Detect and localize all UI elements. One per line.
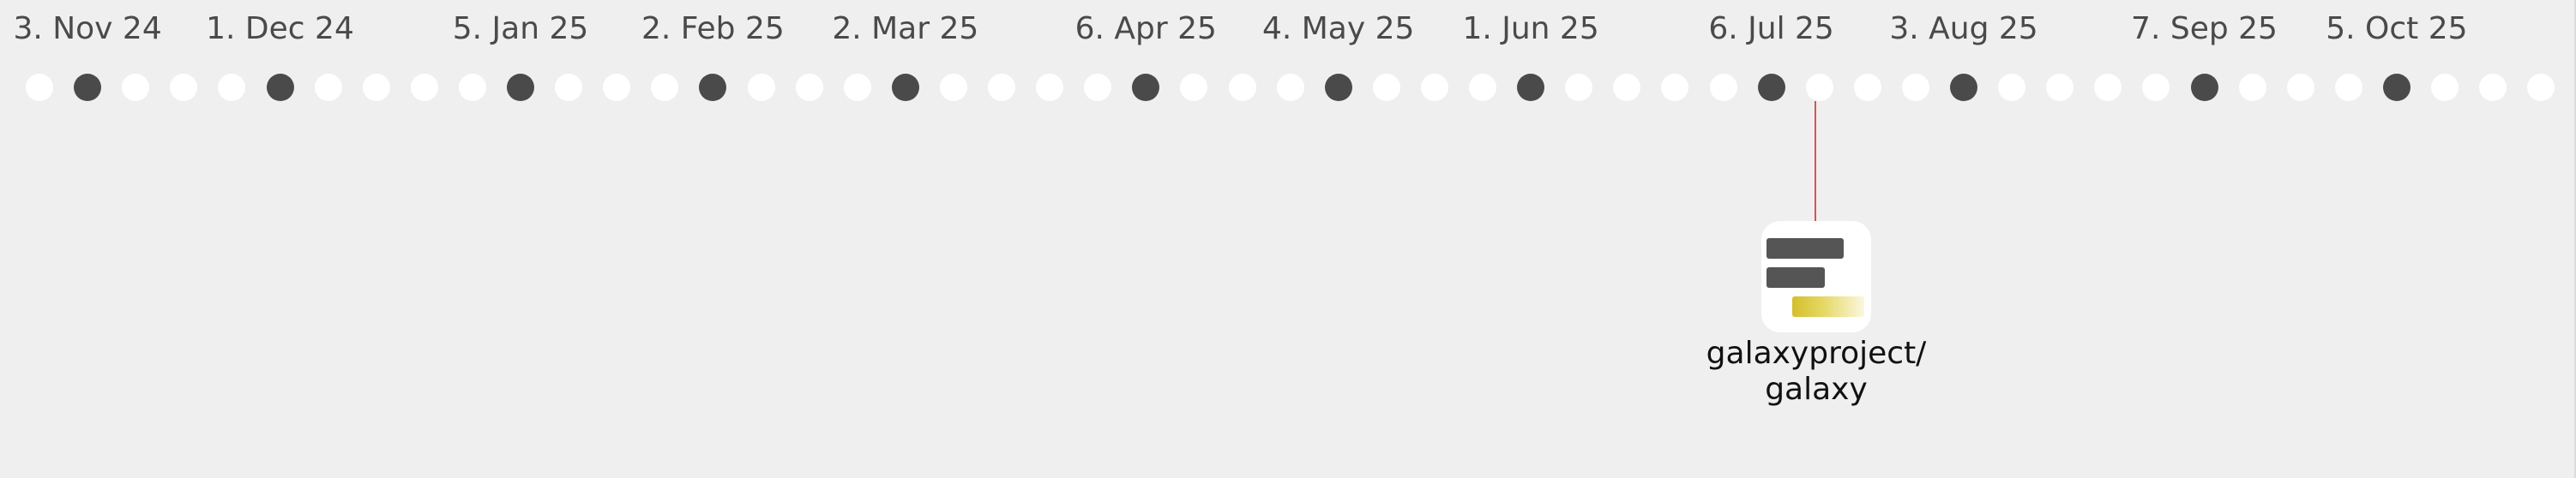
chart-bar: [1766, 267, 1825, 288]
week-dot[interactable]: [170, 74, 197, 101]
week-dot[interactable]: [1469, 74, 1496, 101]
week-dot-month-start[interactable]: [892, 74, 919, 101]
week-dot[interactable]: [2527, 74, 2555, 101]
week-dot[interactable]: [748, 74, 775, 101]
week-dot[interactable]: [315, 74, 342, 101]
week-dot[interactable]: [2046, 74, 2073, 101]
week-dot[interactable]: [1998, 74, 2025, 101]
week-dot[interactable]: [603, 74, 630, 101]
week-dot[interactable]: [1084, 74, 1111, 101]
week-dot[interactable]: [1565, 74, 1592, 101]
week-dot-month-start[interactable]: [2191, 74, 2218, 101]
week-dot[interactable]: [26, 74, 53, 101]
month-label: 3. Aug 25: [1889, 10, 2037, 48]
week-dot[interactable]: [1180, 74, 1207, 101]
week-dot[interactable]: [363, 74, 390, 101]
week-dot[interactable]: [1854, 74, 1881, 101]
week-dot[interactable]: [459, 74, 486, 101]
week-dot[interactable]: [218, 74, 245, 101]
week-dot[interactable]: [1229, 74, 1256, 101]
month-label: 3. Nov 24: [13, 10, 161, 48]
week-dot[interactable]: [796, 74, 823, 101]
month-label: 4. May 25: [1262, 10, 1414, 48]
week-dot-month-start[interactable]: [267, 74, 294, 101]
week-dot[interactable]: [2142, 74, 2170, 101]
week-dot-month-start[interactable]: [1758, 74, 1785, 101]
week-dot-month-start[interactable]: [1132, 74, 1159, 101]
repo-card[interactable]: [1761, 221, 1871, 332]
repo-name[interactable]: galaxyproject/ galaxy: [1645, 336, 1988, 408]
week-dot-month-start[interactable]: [74, 74, 101, 101]
week-dot[interactable]: [651, 74, 678, 101]
week-dot[interactable]: [411, 74, 438, 101]
week-dot[interactable]: [2239, 74, 2266, 101]
month-label: 1. Dec 24: [206, 10, 354, 48]
chart-bar-accent: [1792, 296, 1864, 317]
week-dot[interactable]: [2431, 74, 2459, 101]
week-dot[interactable]: [844, 74, 871, 101]
month-label: 2. Feb 25: [641, 10, 785, 48]
month-label: 5. Jan 25: [453, 10, 589, 48]
week-dot[interactable]: [555, 74, 582, 101]
month-label: 7. Sep 25: [2131, 10, 2278, 48]
week-dot[interactable]: [1421, 74, 1448, 101]
chart-bar: [1766, 238, 1844, 259]
week-dot-month-start[interactable]: [1950, 74, 1977, 101]
week-dot[interactable]: [1710, 74, 1737, 101]
month-label: 6. Jul 25: [1708, 10, 1833, 48]
month-label: 6. Apr 25: [1075, 10, 1217, 48]
week-dot[interactable]: [940, 74, 967, 101]
week-dot[interactable]: [2094, 74, 2122, 101]
week-dot[interactable]: [1661, 74, 1688, 101]
week-dot-month-start[interactable]: [2383, 74, 2410, 101]
week-dot[interactable]: [1036, 74, 1063, 101]
month-label: 5. Oct 25: [2326, 10, 2467, 48]
month-label: 1. Jun 25: [1462, 10, 1598, 48]
week-dot[interactable]: [122, 74, 149, 101]
week-dot[interactable]: [2335, 74, 2362, 101]
week-dot[interactable]: [988, 74, 1015, 101]
week-dot[interactable]: [1613, 74, 1640, 101]
week-dot[interactable]: [1806, 74, 1833, 101]
week-dot-month-start[interactable]: [1517, 74, 1544, 101]
week-dot-month-start[interactable]: [699, 74, 726, 101]
week-dot-month-start[interactable]: [507, 74, 534, 101]
month-label: 2. Mar 25: [832, 10, 978, 48]
week-dot[interactable]: [2287, 74, 2314, 101]
week-dot[interactable]: [1902, 74, 1929, 101]
week-dot[interactable]: [2479, 74, 2507, 101]
week-dot-month-start[interactable]: [1325, 74, 1352, 101]
week-dot[interactable]: [1373, 74, 1400, 101]
week-dot[interactable]: [1277, 74, 1304, 101]
selection-connector: [1815, 101, 1816, 223]
